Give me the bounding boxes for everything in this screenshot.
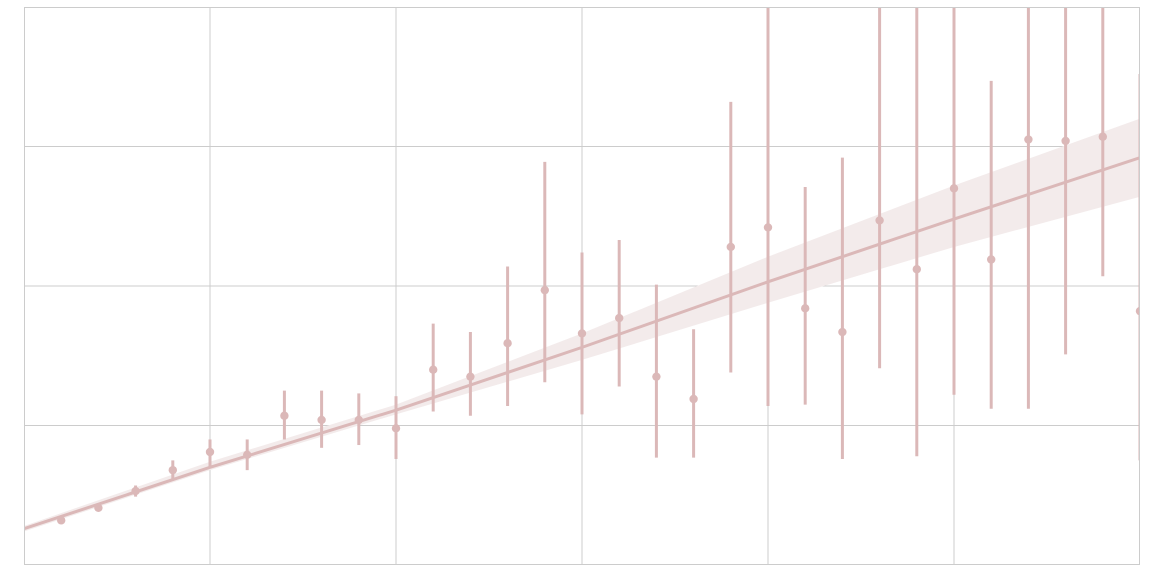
data-point-9 <box>391 424 401 433</box>
data-point-29 <box>1135 306 1140 316</box>
data-point-17 <box>689 394 698 404</box>
data-point-8 <box>354 415 363 425</box>
data-point-13 <box>540 285 549 295</box>
data-point-26 <box>1024 135 1033 144</box>
data-point-22 <box>875 216 884 225</box>
data-point-4 <box>205 447 215 457</box>
data-point-12 <box>503 338 512 348</box>
data-point-5 <box>243 450 252 459</box>
data-point-25 <box>987 255 996 264</box>
plot-frame <box>24 7 1140 565</box>
data-point-21 <box>838 327 847 337</box>
data-point-18 <box>726 242 735 252</box>
data-point-27 <box>1061 136 1070 146</box>
data-point-10 <box>429 365 438 374</box>
error-bars <box>59 7 1140 522</box>
data-point-15 <box>615 313 624 323</box>
data-point-0 <box>57 516 66 525</box>
data-point-16 <box>652 372 661 381</box>
data-point-6 <box>280 411 289 420</box>
data-points <box>57 132 1140 525</box>
data-point-14 <box>577 329 587 338</box>
data-point-28 <box>1098 132 1108 141</box>
data-point-2 <box>131 486 140 496</box>
data-point-1 <box>94 503 103 513</box>
data-point-19 <box>763 223 773 232</box>
data-point-11 <box>466 372 475 381</box>
data-point-23 <box>912 265 921 274</box>
confidence-band <box>24 118 1140 532</box>
data-point-3 <box>168 465 177 475</box>
data-point-20 <box>801 304 810 313</box>
data-point-24 <box>949 184 959 193</box>
data-point-7 <box>317 415 326 425</box>
fit-line <box>24 156 1140 531</box>
